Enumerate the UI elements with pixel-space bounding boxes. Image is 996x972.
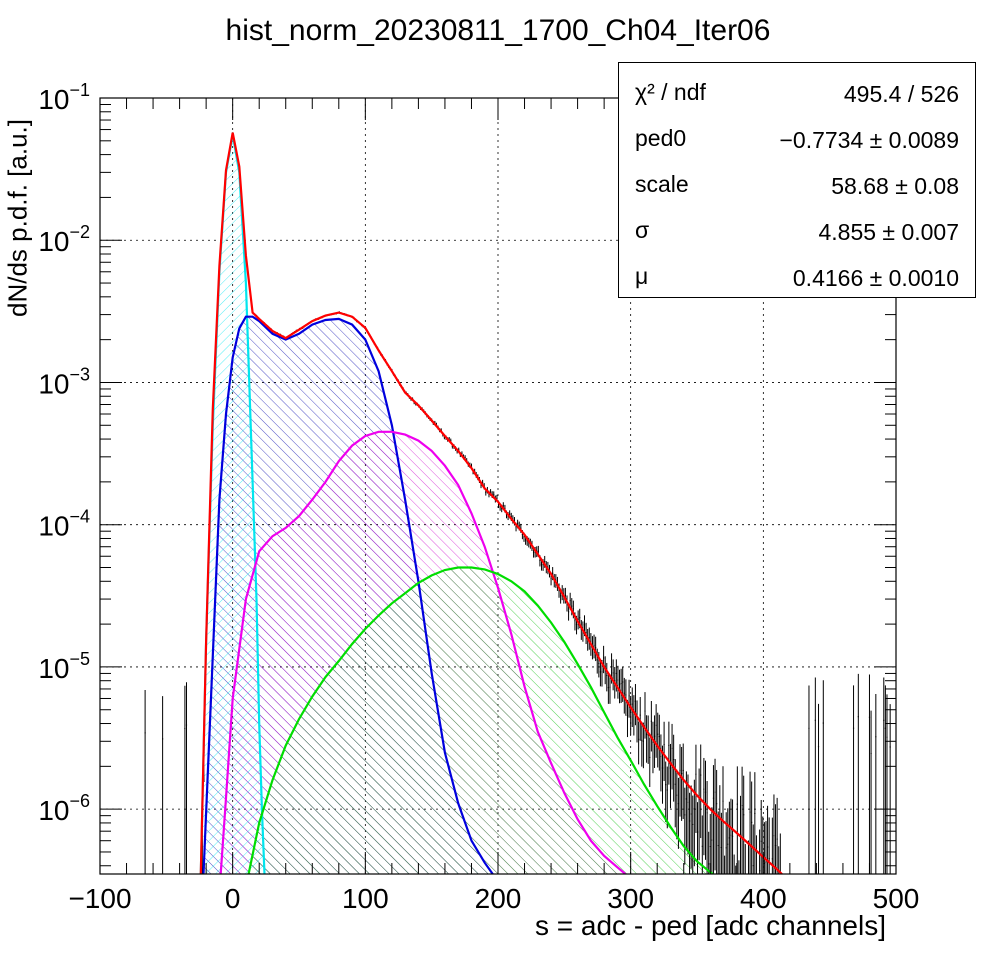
x-tick-label: 0 [225,883,241,914]
stat-name: χ² / ndf [635,79,706,105]
x-tick-label: 100 [342,883,389,914]
x-tick-label: −100 [68,883,131,914]
series-line-1 [202,315,494,874]
series-line-3 [247,566,714,874]
fit-curves [199,132,783,874]
stat-name: scale [635,171,689,197]
stat-value: 4.855 ± 0.007 [818,219,959,245]
x-axis-label: s = adc - ped [adc channels] [535,910,886,941]
stat-name: ped0 [635,125,687,151]
stat-row-ped0: ped0 −0.7734 ± 0.0089 [619,115,975,161]
stat-row-sigma: σ 4.855 ± 0.007 [619,207,975,253]
stat-row-scale: scale 58.68 ± 0.08 [619,161,975,207]
y-tick-label: 10−6 [38,791,90,826]
x-tick-label: 400 [740,883,787,914]
stat-value: 495.4 / 526 [843,81,959,107]
y-tick-label: 10−5 [38,649,90,684]
stat-row-chi2: χ² / ndf 495.4 / 526 [619,69,975,115]
y-tick-label: 10−3 [38,364,90,399]
y-tick-label: 10−2 [38,222,90,257]
stat-value: 0.4166 ± 0.0010 [792,265,959,291]
series-line-4 [199,132,783,874]
component-fill-3 [248,567,713,874]
x-tick-label: 500 [873,883,920,914]
chart-title: hist_norm_20230811_1700_Ch04_Iter06 [225,14,771,47]
stat-name: μ [635,263,649,289]
y-axis-label: dN/ds p.d.f. [a.u.] [2,119,33,317]
stat-value: −0.7734 ± 0.0089 [779,127,959,153]
x-tick-label: 200 [475,883,522,914]
stat-name: σ [635,217,650,243]
component-fills [200,134,713,874]
series-line-2 [219,430,627,874]
component-fill-0 [200,134,265,874]
x-tick-label: 300 [607,883,654,914]
stat-value: 58.68 ± 0.08 [831,173,959,199]
y-tick-label: 10−1 [38,80,90,115]
y-tick-label: 10−4 [38,507,90,542]
stat-row-mu: μ 0.4166 ± 0.0010 [619,253,975,299]
fit-stats-box: χ² / ndf 495.4 / 526 ped0 −0.7734 ± 0.00… [618,62,976,298]
